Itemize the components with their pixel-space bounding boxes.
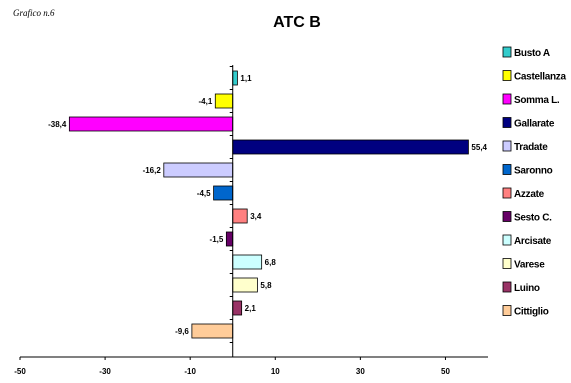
legend: Busto A Castellanza Somma L. Gallarate Trada… [502, 46, 567, 318]
data-label: -9,6 [175, 327, 189, 336]
legend-label: Tradate [514, 142, 548, 153]
bar [232, 208, 248, 224]
legend-swatch [502, 234, 512, 246]
bar [232, 70, 238, 86]
legend-label: Azzate [514, 189, 545, 200]
bar [163, 162, 234, 178]
data-label: -4,5 [197, 189, 211, 198]
bar [232, 277, 258, 293]
bar [232, 254, 263, 270]
legend-swatch [502, 117, 512, 128]
data-label: 6,8 [265, 258, 277, 267]
data-label: -4,1 [198, 97, 212, 106]
x-tick-label: 50 [441, 367, 450, 376]
x-tick-label: -30 [99, 367, 111, 376]
legend-label: Castellanza [514, 72, 566, 83]
bar [225, 231, 234, 247]
bar [68, 116, 234, 132]
legend-swatch [502, 93, 512, 105]
legend-swatch [502, 164, 512, 175]
data-label: 3,4 [250, 212, 262, 221]
bar [232, 139, 469, 155]
legend-swatch [502, 211, 512, 222]
legend-swatch [502, 187, 512, 199]
legend-label: Gallarate [514, 119, 555, 130]
bar [214, 93, 234, 109]
bar [191, 323, 234, 339]
data-label: -16,2 [143, 166, 162, 175]
legend-label: Luino [514, 283, 540, 294]
legend-label: Cittiglio [514, 307, 549, 318]
x-tick-label: 10 [271, 367, 280, 376]
data-label: 2,1 [245, 304, 257, 313]
legend-label: Sesto C. [514, 213, 552, 224]
x-tick-label: 30 [356, 367, 365, 376]
legend-swatch [502, 46, 512, 58]
legend-swatch [502, 258, 512, 269]
plot-area: 1,1 -4,1 -38,4 55,4 -16,2 -4,5 3,4 -1,5 6,8 5,8 2,… [14, 65, 488, 376]
legend-swatch [502, 140, 512, 152]
legend-swatch [502, 70, 512, 81]
legend-swatch [502, 281, 512, 293]
legend-swatch [502, 305, 512, 316]
legend-label: Arcisate [514, 236, 552, 247]
data-label: -1,5 [210, 235, 224, 244]
data-label: 55,4 [471, 143, 487, 152]
data-label: -38,4 [48, 120, 67, 129]
data-label: 1,1 [240, 74, 252, 83]
chart-title: ATC B [273, 14, 321, 31]
legend-label: Varese [514, 260, 545, 271]
data-label: 5,8 [260, 281, 272, 290]
legend-label: Somma L. [514, 95, 560, 106]
chart-caption: Grafico n.6 [13, 8, 55, 18]
bar [213, 185, 234, 201]
x-tick-label: -10 [184, 367, 196, 376]
legend-label: Busto A [514, 48, 550, 59]
x-tick-label: -50 [14, 367, 26, 376]
bar [232, 300, 243, 316]
legend-label: Saronno [514, 166, 553, 177]
